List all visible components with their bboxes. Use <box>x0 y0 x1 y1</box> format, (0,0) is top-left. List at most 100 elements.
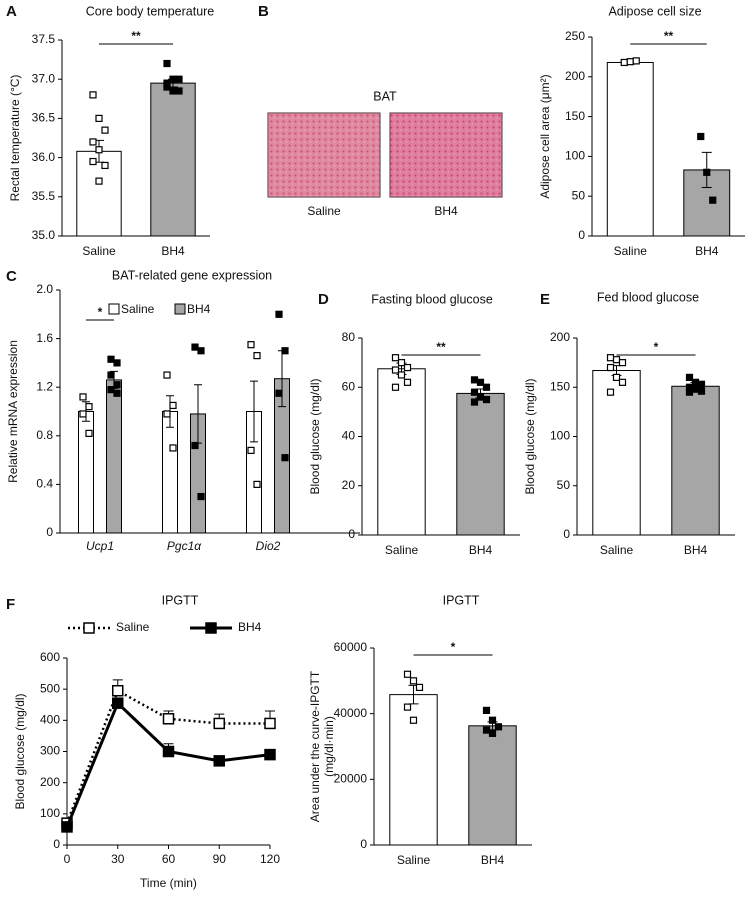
data-point <box>281 454 289 462</box>
data-point <box>95 114 103 123</box>
data-point <box>89 138 97 146</box>
data-point <box>612 373 621 381</box>
data-point <box>470 398 479 406</box>
y-axis-label: Relative mRNA expression <box>6 340 20 483</box>
data-point <box>612 356 621 364</box>
data-point <box>697 387 706 395</box>
y-tick-label: 35.0 <box>32 228 56 242</box>
line-marker <box>213 755 225 767</box>
data-point <box>409 716 418 724</box>
x-tick-label: Dio2 <box>256 539 281 553</box>
y-tick-label: 0 <box>360 837 367 851</box>
y-tick-label: 400 <box>40 713 60 727</box>
data-point <box>101 126 109 134</box>
significance-label: * <box>98 305 103 319</box>
data-point <box>632 57 640 65</box>
bar <box>468 725 517 846</box>
significance-label: * <box>451 640 456 654</box>
data-point <box>79 393 87 401</box>
x-tick-label: Saline <box>82 244 116 258</box>
line-marker <box>112 697 124 709</box>
data-point <box>89 157 97 166</box>
legend-swatch <box>174 303 186 315</box>
line-marker <box>162 713 175 725</box>
data-point <box>606 354 615 362</box>
significance-label: ** <box>436 340 446 354</box>
data-point <box>476 393 485 401</box>
data-point <box>470 388 479 396</box>
data-point <box>397 371 406 379</box>
y-axis-label: Area under the curve-IPGTT <box>308 670 322 822</box>
data-point <box>685 388 694 396</box>
bar <box>671 385 720 536</box>
y-axis-label: Blood glucose (mg/dl) <box>308 378 322 494</box>
line-marker <box>264 748 276 761</box>
x-tick-label: BH4 <box>161 244 185 258</box>
y-tick-label: 40000 <box>334 706 368 720</box>
data-point <box>403 703 412 711</box>
data-point <box>618 378 627 386</box>
image-label: Saline <box>307 204 341 218</box>
bar <box>377 368 426 536</box>
y-tick-label: 100 <box>565 149 585 163</box>
data-point <box>606 363 615 372</box>
x-tick-label: BH4 <box>469 543 493 557</box>
error-bar <box>250 380 258 443</box>
histology-tint <box>390 113 502 197</box>
chart-title: BAT-related gene expression <box>112 268 272 282</box>
x-tick-label: Saline <box>397 853 431 867</box>
y-tick-label: 600 <box>40 650 60 664</box>
data-point <box>95 177 103 185</box>
legend-marker <box>83 622 95 634</box>
data-point <box>626 58 634 66</box>
data-point <box>488 716 497 724</box>
data-point <box>482 706 491 714</box>
data-point <box>107 371 115 379</box>
x-tick-label: Pgc1α <box>167 539 202 553</box>
data-point <box>247 446 255 454</box>
data-point <box>618 359 627 367</box>
data-point <box>685 373 694 381</box>
y-tick-label: 20 <box>342 478 356 492</box>
legend-marker <box>205 622 217 634</box>
y-axis-label: Rectal temperature (°C) <box>8 75 22 202</box>
x-tick-label: 0 <box>64 852 71 866</box>
y-tick-label: 0 <box>578 228 585 242</box>
image-label: BH4 <box>434 204 458 218</box>
data-point <box>709 196 717 204</box>
data-point <box>253 480 261 488</box>
y-tick-label: 2.0 <box>36 282 53 296</box>
y-tick-label: 1.6 <box>36 331 53 345</box>
legend-label: Saline <box>116 620 150 634</box>
line-marker <box>112 684 124 697</box>
bar <box>76 150 122 237</box>
chart-title: Fed blood glucose <box>597 290 699 304</box>
data-point <box>163 83 171 91</box>
data-point <box>107 355 115 363</box>
data-point <box>697 380 706 388</box>
line-marker <box>61 821 73 833</box>
y-tick-label: 0 <box>563 527 570 541</box>
data-point <box>415 683 424 692</box>
y-tick-label: 100 <box>40 806 60 820</box>
y-tick-label: 500 <box>40 681 60 695</box>
panel-label: E <box>540 291 550 308</box>
x-tick-label: Saline <box>614 244 648 258</box>
chart-title: Core body temperature <box>86 4 215 18</box>
x-tick-label: 120 <box>260 852 280 866</box>
y-tick-label: 0 <box>348 527 355 541</box>
data-point <box>397 359 406 367</box>
chart-title: IPGTT <box>443 593 480 607</box>
histology-tint <box>268 113 380 197</box>
data-point <box>113 389 121 397</box>
legend-label: BH4 <box>238 620 262 634</box>
y-axis-label: (mg/dl·min) <box>322 716 336 777</box>
bar <box>592 370 641 536</box>
data-point <box>391 366 400 374</box>
significance-label: ** <box>131 29 141 43</box>
data-point <box>391 383 400 391</box>
y-tick-label: 200 <box>550 330 570 344</box>
y-tick-label: 36.5 <box>32 111 56 125</box>
legend-label: BH4 <box>187 302 211 316</box>
data-point <box>606 388 615 396</box>
